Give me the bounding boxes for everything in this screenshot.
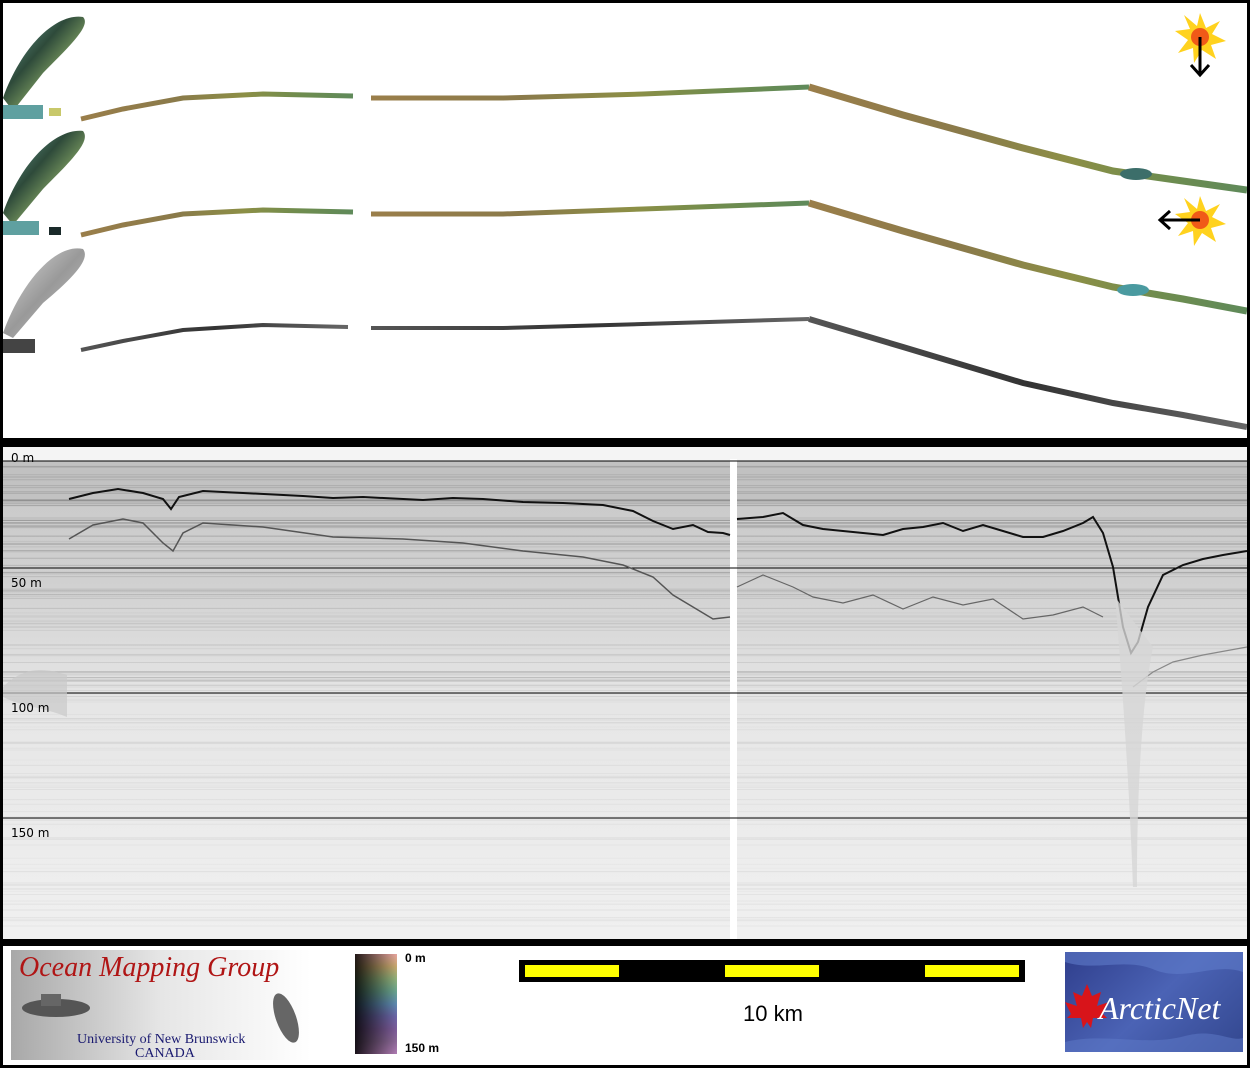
colorbar-bottom-label: 150 m — [405, 1041, 440, 1055]
subbottom-reflector — [736, 574, 1104, 620]
legend-panel: Ocean Mapping Group University of New Br… — [3, 946, 1247, 1065]
subbottom-profile — [3, 459, 1247, 939]
profile-noise — [3, 465, 1247, 927]
arcticnet-text: ArcticNet — [1099, 990, 1221, 1026]
scale-bar — [519, 960, 1025, 982]
swath-strip-east-illuminated — [3, 130, 1247, 315]
seabed-reflector — [736, 511, 1247, 656]
maple-leaf-icon — [1065, 984, 1109, 1028]
swath-strip-backscatter — [3, 248, 1247, 430]
subbottom-profile-panel: 0 m 50 m 100 m 150 m — [3, 447, 1247, 939]
swath-strip-north-illuminated — [3, 16, 1247, 194]
scale-bar-segment — [725, 965, 819, 977]
depth-colorbar — [355, 954, 397, 1054]
omg-title: Ocean Mapping Group — [19, 952, 280, 983]
omg-university: University of New Brunswick — [77, 1032, 246, 1047]
swath-map-panel — [3, 3, 1247, 438]
swath-strips — [3, 13, 1247, 430]
arrow-down-icon — [1189, 37, 1211, 78]
depth-label-100: 100 m — [11, 701, 50, 715]
seabed-reflector — [68, 487, 731, 536]
omg-country: CANADA — [135, 1046, 195, 1061]
arrow-left-icon — [1157, 209, 1200, 231]
scale-bar-segment — [525, 965, 619, 977]
depth-label-0: 0 m — [11, 451, 35, 465]
ocean-mapping-group-logo: Ocean Mapping Group University of New Br… — [11, 950, 311, 1061]
scale-bar-label: 10 km — [743, 1001, 803, 1026]
scale-bar-segment — [925, 965, 1019, 977]
depth-label-150: 150 m — [11, 826, 50, 840]
sonar-ship-icon — [22, 993, 299, 1043]
arcticnet-logo: ArcticNet — [1065, 952, 1243, 1052]
depth-label-50: 50 m — [11, 576, 42, 590]
subbottom-reflector — [68, 518, 731, 620]
colorbar-top-label: 0 m — [405, 951, 426, 965]
